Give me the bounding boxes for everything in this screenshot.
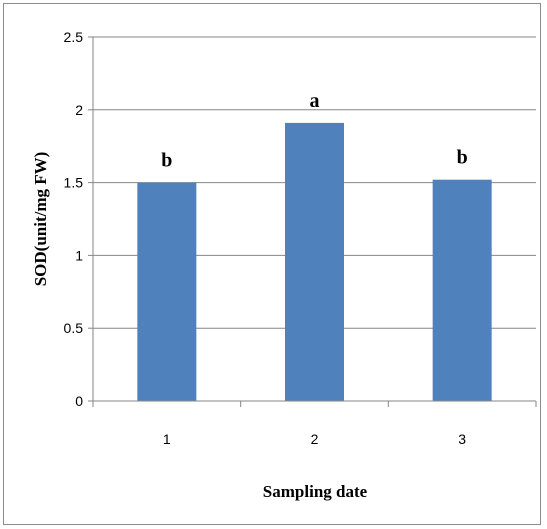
y-tick-label: 2.5 xyxy=(64,29,84,45)
data-label: a xyxy=(310,90,320,112)
x-tick-label: 3 xyxy=(458,431,466,447)
data-label: b xyxy=(161,150,172,172)
bars xyxy=(137,122,492,402)
axes: 0 0.5 1 1.5 2 2.5 1 2 3 xyxy=(64,29,537,447)
y-tick-label: 0.5 xyxy=(64,320,84,336)
y-axis-title: SOD(unit/mg FW) xyxy=(31,152,50,287)
x-axis-title: Sampling date xyxy=(263,482,368,501)
bar xyxy=(432,179,492,401)
bar xyxy=(137,182,197,401)
y-tick-label: 1 xyxy=(75,247,83,263)
bar xyxy=(285,122,344,402)
data-labels: b a b xyxy=(161,90,467,172)
data-label: b xyxy=(457,147,468,169)
y-tick-label: 1.5 xyxy=(64,175,84,191)
y-tick-label: 2 xyxy=(75,102,83,118)
x-tick-label: 1 xyxy=(163,431,171,447)
y-tick-label: 0 xyxy=(75,393,83,409)
x-tick-label: 2 xyxy=(311,431,319,447)
